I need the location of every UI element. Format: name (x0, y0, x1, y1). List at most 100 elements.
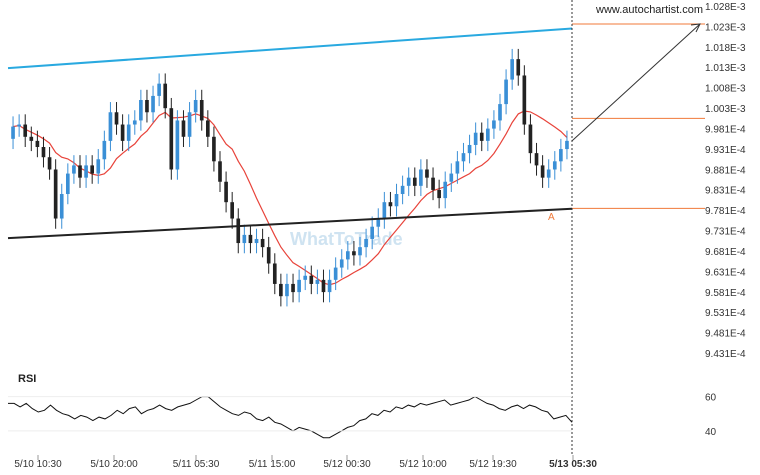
projection-arrowhead (690, 23, 701, 33)
candle-body (218, 161, 222, 182)
y-tick-label: 9.731E-4 (705, 227, 746, 238)
candle-body (388, 202, 393, 207)
candle-body (35, 140, 40, 148)
x-tick-label: 5/11 05:30 (173, 459, 220, 470)
x-tick-label: 5/12 19:30 (469, 459, 517, 470)
y-tick-label: 9.681E-4 (705, 247, 746, 258)
candle-body (163, 83, 168, 109)
y-tick-label: 9.631E-4 (705, 267, 746, 278)
candle-body (96, 159, 101, 174)
y-tick-label: 1.008E-3 (705, 84, 746, 95)
candle-body (559, 149, 563, 162)
candle-body (272, 263, 277, 284)
candle-body (352, 251, 356, 256)
candle-body (151, 95, 155, 113)
y-tick-label: 9.981E-4 (705, 124, 746, 135)
candle-body (212, 136, 216, 162)
candle-body (139, 100, 143, 121)
candle-body (181, 120, 186, 137)
candle-body (187, 112, 192, 137)
candle-body (254, 238, 259, 244)
resistance-line (7, 27, 573, 70)
candle-body (291, 283, 295, 293)
candle-body (461, 153, 466, 162)
candle-body (339, 259, 344, 268)
target-levels (572, 23, 705, 209)
candle-body (565, 140, 569, 150)
candle-body (309, 275, 314, 284)
candle-body (437, 189, 441, 199)
candle-body (145, 100, 149, 113)
candle-body (11, 126, 15, 139)
rsi-tick-label: 60 (705, 393, 717, 404)
candle-body (102, 140, 107, 160)
source-label[interactable]: www.autochartist.com (595, 4, 703, 16)
candle-body (84, 165, 88, 178)
candle-body (534, 153, 539, 166)
candle-body (120, 124, 125, 141)
candle-body (516, 59, 521, 76)
candle-body (260, 238, 265, 248)
rsi-tick-label: 40 (705, 427, 717, 438)
candle-body (248, 234, 253, 244)
candle-body (72, 165, 76, 174)
candle-body (540, 165, 545, 178)
candle-body (132, 120, 137, 125)
x-tick-label: 5/10 10:30 (14, 459, 62, 470)
candle-body (29, 136, 34, 141)
watermark: WhatToTrade (290, 229, 403, 249)
candle-body (473, 132, 478, 145)
y-tick-label: 9.881E-4 (705, 165, 746, 176)
x-tick-label: 5/11 15:00 (249, 459, 296, 470)
candle-body (479, 132, 484, 141)
candle-body (449, 173, 454, 182)
rsi-panel: 60 40 (8, 393, 717, 439)
x-tick-label: 5/10 20:00 (90, 459, 138, 470)
candle-body (327, 279, 332, 293)
candle-body (279, 283, 283, 297)
candle-body (498, 104, 502, 121)
candle-body (394, 194, 399, 207)
candle-body (546, 169, 551, 178)
y-tick-label: 9.481E-4 (705, 329, 746, 340)
y-tick-label: 9.831E-4 (705, 186, 746, 197)
candle-body (193, 100, 198, 113)
candle-body (206, 120, 210, 137)
projection-line (571, 23, 701, 142)
candle-body (406, 177, 411, 186)
candle-body (17, 124, 21, 127)
candle-body (157, 83, 161, 96)
candle-body (467, 144, 472, 154)
y-tick-label: 9.581E-4 (705, 288, 746, 299)
pattern-point-label: A (548, 212, 555, 223)
time-axis: 5/10 10:30 5/10 20:00 5/11 05:30 5/11 15:00… (14, 455, 597, 470)
candle-body (230, 202, 234, 219)
rsi-label: RSI (18, 373, 36, 385)
candle-body (199, 100, 204, 121)
candle-body (376, 218, 381, 227)
candle-body (114, 112, 119, 125)
candle-body (285, 283, 289, 297)
candle-body (370, 226, 374, 239)
candle-body (126, 124, 131, 141)
y-tick-label: 9.781E-4 (705, 206, 746, 217)
candle-body (510, 59, 514, 80)
candle-body (522, 75, 527, 125)
y-tick-label: 1.018E-3 (705, 43, 746, 54)
candle-body (303, 275, 308, 280)
candle-body (66, 173, 70, 195)
x-tick-label: 5/12 10:00 (399, 459, 447, 470)
y-tick-label: 1.023E-3 (705, 22, 746, 33)
candle-body (321, 279, 326, 293)
candle-body (486, 128, 490, 141)
candle-body (78, 165, 82, 178)
moving-average-line (12, 110, 568, 286)
candle-body (443, 181, 448, 199)
candle-body (90, 165, 94, 174)
candle-body (425, 169, 429, 178)
x-tick-label: 5/13 05:30 (549, 459, 597, 470)
candle-body (175, 120, 180, 170)
moving-average (12, 110, 568, 286)
candle-body (23, 124, 28, 137)
